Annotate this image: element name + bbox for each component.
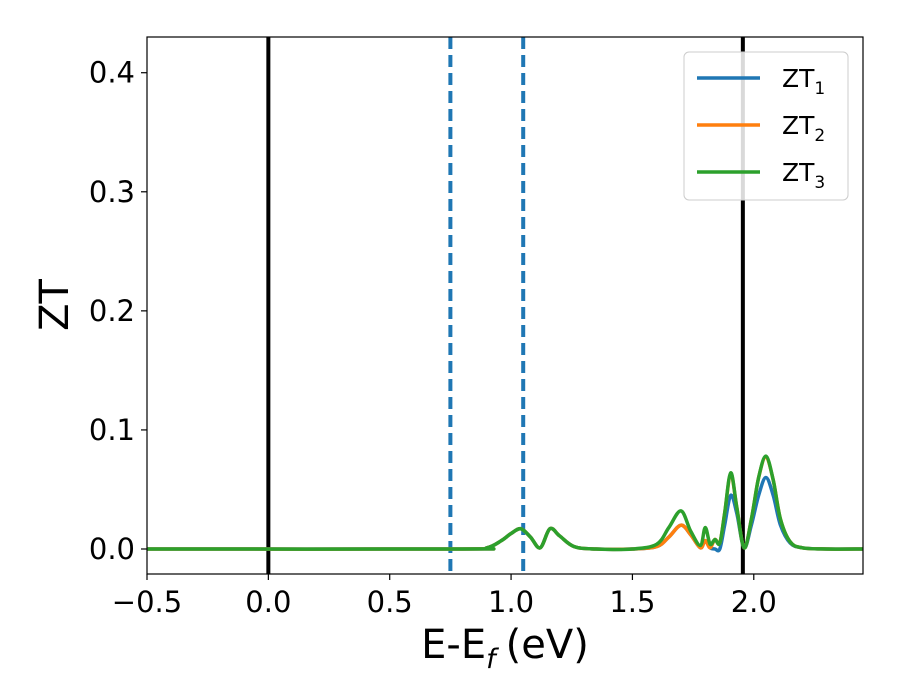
y-axis-ticks: 0.0 0.1 0.2 0.3 0.4 bbox=[89, 56, 147, 566]
x-tick-label: 2.0 bbox=[731, 585, 777, 619]
vertical-reference-lines bbox=[266, 37, 745, 574]
x-axis-label-subscript: f bbox=[486, 644, 499, 675]
legend-label-1: ZT1 bbox=[782, 64, 825, 99]
legend: ZT1 ZT2 ZT3 bbox=[683, 51, 849, 201]
x-axis-label-unit: (eV) bbox=[506, 622, 589, 668]
legend-frame bbox=[683, 51, 849, 201]
legend-label-3: ZT3 bbox=[782, 158, 825, 193]
y-tick-label: 0.4 bbox=[89, 56, 135, 90]
x-axis-ticks: −0.5 0.0 0.5 1.0 1.5 2.0 bbox=[112, 574, 777, 619]
y-tick-label: 0.0 bbox=[89, 532, 135, 566]
x-tick-label: 0.5 bbox=[367, 585, 413, 619]
y-tick-label: 0.3 bbox=[89, 175, 135, 209]
series-line-3 bbox=[147, 454, 863, 552]
x-axis-label-main: E-E bbox=[421, 622, 486, 668]
legend-label-2: ZT2 bbox=[782, 111, 825, 146]
x-tick-label: 1.5 bbox=[609, 585, 655, 619]
y-tick-label: 0.2 bbox=[89, 294, 135, 328]
x-tick-label: −0.5 bbox=[112, 585, 182, 619]
x-axis-label: E-Ef (eV) bbox=[421, 622, 589, 675]
plot-area-frame bbox=[146, 36, 864, 575]
y-tick-label: 0.1 bbox=[89, 413, 135, 447]
x-tick-label: 0.0 bbox=[245, 585, 291, 619]
series-lines bbox=[147, 454, 863, 553]
y-axis-label: ZT bbox=[32, 279, 78, 331]
x-tick-label: 1.0 bbox=[488, 585, 534, 619]
